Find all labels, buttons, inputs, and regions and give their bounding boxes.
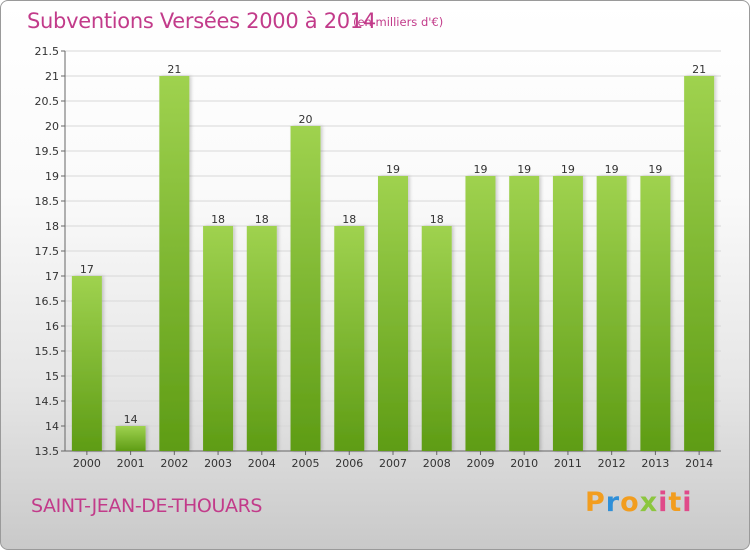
bar-2000 (71, 276, 102, 451)
value-label-2013: 19 (648, 163, 662, 176)
y-tick-label: 18.5 (35, 195, 60, 208)
y-tick-label: 17.5 (35, 245, 60, 258)
y-tick-label: 14 (45, 420, 59, 433)
y-tick-label: 13.5 (35, 445, 60, 458)
x-tick-label-2008: 2008 (423, 457, 451, 470)
x-tick-label-2011: 2011 (554, 457, 582, 470)
value-label-2010: 19 (517, 163, 531, 176)
y-tick-label: 18 (45, 220, 59, 233)
bar-2001 (115, 426, 146, 451)
x-tick-label-2001: 2001 (117, 457, 145, 470)
x-tick-label-2009: 2009 (466, 457, 494, 470)
value-label-2011: 19 (561, 163, 575, 176)
value-labels: 17 14 21 18 18 20 18 19 18 19 19 19 19 19 21 (80, 63, 706, 426)
value-label-2008: 18 (430, 213, 444, 226)
bar-2004 (246, 226, 277, 451)
x-tick-label-2014: 2014 (685, 457, 713, 470)
y-tick-label: 16.5 (35, 295, 60, 308)
x-tick-label-2010: 2010 (510, 457, 538, 470)
commune-name: SAINT-JEAN-DE-THOUARS (31, 495, 263, 517)
bar-2014 (684, 76, 715, 451)
y-tick-label: 21.5 (35, 45, 60, 58)
chart-unit: (en milliers d'€) (353, 15, 444, 29)
x-tick-label-2005: 2005 (292, 457, 320, 470)
y-tick-label: 15.5 (35, 345, 60, 358)
bar-2012 (596, 176, 627, 451)
value-label-2014: 21 (692, 63, 706, 76)
bar-2011 (552, 176, 583, 451)
value-label-2006: 18 (342, 213, 356, 226)
bar-2010 (509, 176, 540, 451)
value-label-2004: 18 (255, 213, 269, 226)
y-tick-label: 19 (45, 170, 59, 183)
bar-2008 (421, 226, 452, 451)
value-label-2000: 17 (80, 263, 94, 276)
y-tick-label: 20 (45, 120, 59, 133)
x-tick-label-2012: 2012 (598, 457, 626, 470)
value-label-2003: 18 (211, 213, 225, 226)
bar-2006 (334, 226, 365, 451)
x-tick-label-2006: 2006 (335, 457, 363, 470)
y-tick-label: 14.5 (35, 395, 60, 408)
chart-title: Subventions Versées 2000 à 2014 (27, 9, 376, 33)
bar-2002 (159, 76, 190, 451)
value-label-2009: 19 (473, 163, 487, 176)
value-label-2005: 20 (299, 113, 313, 126)
bar-2005 (290, 126, 321, 451)
y-tick-label: 15 (45, 370, 59, 383)
x-tick-label-2002: 2002 (160, 457, 188, 470)
bar-2007 (378, 176, 408, 451)
value-label-2012: 19 (605, 163, 619, 176)
bar-2009 (465, 176, 496, 451)
value-label-2007: 19 (386, 163, 400, 176)
x-tick-label-2003: 2003 (204, 457, 232, 470)
proxiti-logo[interactable]: Proxiti (585, 487, 693, 518)
value-label-2002: 21 (167, 63, 181, 76)
y-tick-label: 21 (45, 70, 59, 83)
y-tick-label: 17 (45, 270, 59, 283)
bar-2013 (640, 176, 671, 451)
x-tick-label-2000: 2000 (73, 457, 101, 470)
x-tick-label-2004: 2004 (248, 457, 276, 470)
x-tick-label-2007: 2007 (379, 457, 407, 470)
value-label-2001: 14 (124, 413, 138, 426)
y-tick-label: 19.5 (35, 145, 60, 158)
x-tick-label-2013: 2013 (641, 457, 669, 470)
y-tick-label: 20.5 (35, 95, 60, 108)
y-tick-label: 16 (45, 320, 59, 333)
bars (71, 76, 715, 451)
bar-2003 (203, 226, 234, 451)
